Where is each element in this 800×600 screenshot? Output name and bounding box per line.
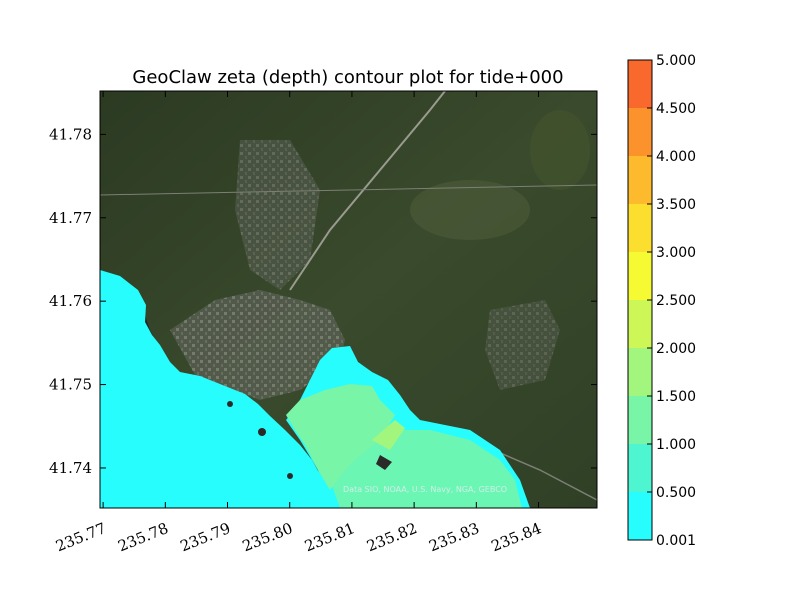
colorbar-tick-label: 2.500 [656, 293, 696, 309]
colorbar-tick-label: 5.000 [656, 53, 696, 69]
colorbar-tick-label: 0.500 [656, 485, 696, 501]
colorbar-tick-label: 2.000 [656, 341, 696, 357]
field-area [530, 110, 590, 190]
inundation-0-001 [100, 270, 340, 508]
highway [289, 91, 446, 291]
inundation-0-500 [330, 430, 522, 508]
colorbar-segment [628, 300, 652, 348]
breakwater [376, 455, 392, 470]
colorbar-tick-label: 1.500 [656, 389, 696, 405]
colorbar-segment [628, 204, 652, 252]
axes-frame [99, 90, 598, 509]
y-tick-label: 41.75 [49, 376, 92, 394]
y-tick-label: 41.78 [49, 125, 92, 143]
colorbar-tick-label: 1.000 [656, 437, 696, 453]
x-tick-label: 235.79 [178, 519, 233, 555]
y-axis-ticks: 41.78 41.77 41.76 41.75 41.74 [49, 125, 597, 477]
field-area [410, 180, 530, 240]
inundation-1-500 [372, 420, 405, 450]
east-town-area [485, 300, 560, 390]
colorbar-segment [628, 108, 652, 156]
x-tick-label: 235.81 [302, 519, 357, 555]
colorbar-segment [628, 444, 652, 492]
colorbar-tick-label: 3.000 [656, 245, 696, 261]
colorbar-segment [628, 348, 652, 396]
x-tick-label: 235.80 [240, 519, 295, 555]
colorbar-tick-label: 3.500 [656, 197, 696, 213]
colorbar-segment [628, 156, 652, 204]
colorbar-segment [628, 492, 652, 540]
x-tick-label: 235.84 [489, 519, 544, 555]
colorbar-segment [628, 252, 652, 300]
rock [287, 473, 293, 479]
y-tick-label: 41.77 [49, 209, 92, 227]
map-credit: Data SIO, NOAA, U.S. Navy, NGA, GEBCO [343, 485, 507, 494]
chart-title: GeoClaw zeta (depth) contour plot for ti… [132, 67, 563, 88]
rock [258, 428, 266, 436]
colorbar-tick-label: 0.001 [656, 533, 696, 549]
colorbar: 0.001 0.500 1.000 1.500 2.000 2.500 3.000 3.500… [627, 53, 696, 549]
y-tick-label: 41.76 [49, 292, 92, 310]
road [100, 184, 597, 196]
x-tick-label: 235.82 [364, 519, 419, 555]
rock [227, 401, 233, 407]
plot-area: Data SIO, NOAA, U.S. Navy, NGA, GEBCO [100, 91, 597, 508]
y-tick-label: 41.74 [49, 459, 92, 477]
colorbar-tick-label: 4.500 [656, 101, 696, 117]
colorbar-segment [628, 396, 652, 444]
colorbar-tick-label: 4.000 [656, 149, 696, 165]
north-town-area [235, 140, 320, 290]
inundation-1-000 [286, 384, 395, 490]
town-area [170, 290, 345, 400]
colorbar-segment [628, 60, 652, 108]
x-tick-label: 235.78 [115, 519, 170, 555]
x-tick-label: 235.83 [426, 519, 481, 555]
x-tick-label: 235.77 [53, 519, 108, 555]
